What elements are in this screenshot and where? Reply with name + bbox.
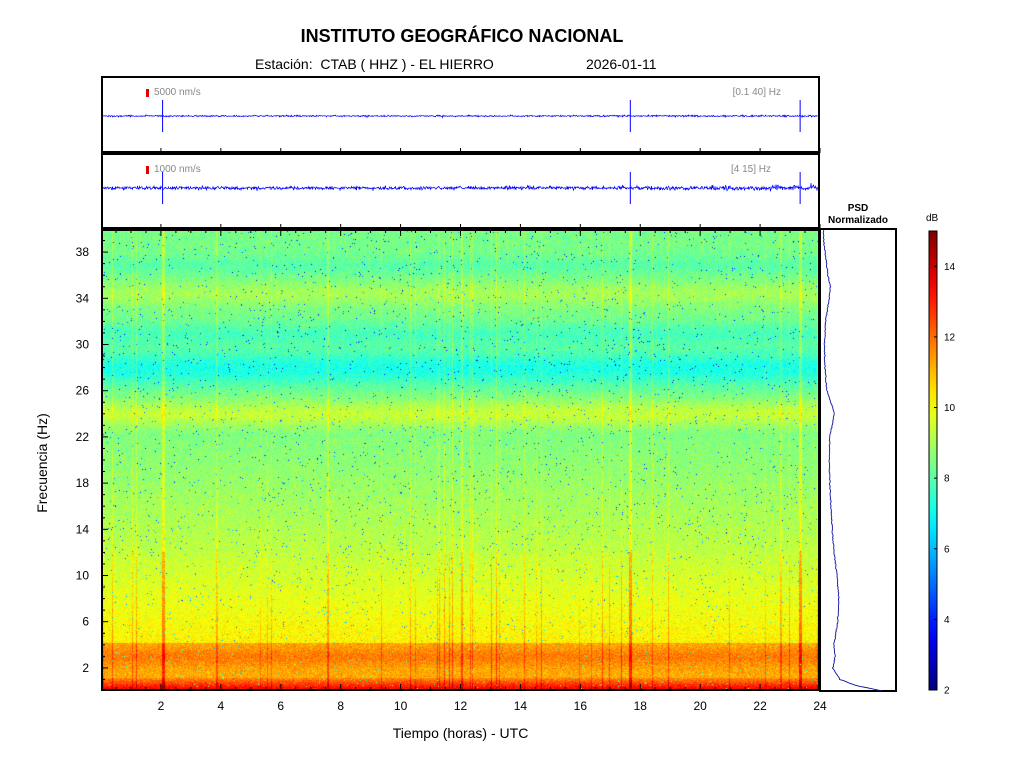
colorbar (928, 230, 938, 691)
y-tick-label: 10 (76, 569, 90, 583)
x-tick-label: 22 (753, 699, 767, 713)
filtered-waveform (103, 172, 818, 204)
x-tick-label: 16 (574, 699, 588, 713)
x-tick-label: 24 (813, 699, 827, 713)
x-tick-label: 6 (277, 699, 284, 713)
x-tick-label: 4 (217, 699, 224, 713)
y-tick-label: 30 (76, 338, 90, 352)
x-tick-label: 18 (634, 699, 648, 713)
broadband-trace-line (103, 114, 818, 119)
broadband-waveform (103, 100, 818, 132)
psd-title: PSD Normalizado (820, 203, 896, 227)
spectrogram-panel (101, 229, 820, 691)
filtered-trace-panel: 1000 nm/s [4 15] Hz (101, 153, 820, 229)
psd-panel-frame (819, 228, 897, 692)
page-title: INSTITUTO GEOGRÁFICO NACIONAL (300, 26, 624, 46)
y-tick-label: 6 (82, 615, 89, 629)
x-tick-label: 20 (693, 699, 707, 713)
psd-curve (822, 230, 883, 692)
filtered-trace-line (103, 182, 818, 192)
x-tick-label: 10 (394, 699, 408, 713)
x-tick-label: 12 (454, 699, 468, 713)
x-tick-label: 14 (514, 699, 528, 713)
y-tick-label: 18 (76, 476, 90, 490)
colorbar-unit-label: dB (926, 213, 939, 224)
y-axis-label: Frecuencia (Hz) (34, 413, 50, 513)
x-axis-label: Tiempo (horas) - UTC (392, 725, 529, 741)
y-tick-label: 22 (76, 430, 90, 444)
y-tick-label: 2 (82, 661, 89, 675)
colorbar-tick-label: 8 (944, 474, 950, 485)
trace-scale-label: 5000 nm/s (154, 87, 201, 98)
trace-band-label: [0.1 40] Hz (732, 87, 781, 98)
x-tick-label: 2 (158, 699, 165, 713)
colorbar-tick-label: 2 (944, 686, 950, 697)
colorbar-tick-label: 6 (944, 544, 950, 555)
x-tick-label: 8 (337, 699, 344, 713)
amplitude-scale-bar (146, 89, 149, 97)
y-tick-label: 38 (76, 245, 90, 259)
spectrogram-heatmap (103, 231, 818, 689)
psd-title-line2: Normalizado (827, 215, 888, 226)
y-tick-label: 26 (76, 384, 90, 398)
date-label: 2026-01-11 (586, 56, 657, 72)
psd-title-line1: PSD (847, 203, 869, 214)
y-tick-label: 34 (76, 291, 90, 305)
trace-band-label: [4 15] Hz (730, 164, 771, 175)
y-tick-label: 14 (76, 522, 90, 536)
trace-scale-label: 1000 nm/s (154, 164, 201, 175)
colorbar-tick-label: 10 (944, 403, 956, 414)
colorbar-tick-label: 14 (944, 262, 956, 273)
station-label: Estación: CTAB ( HHZ ) - EL HIERRO (255, 56, 494, 72)
colorbar-tick-label: 4 (944, 615, 950, 626)
colorbar-tick-label: 12 (944, 332, 956, 343)
amplitude-scale-bar (146, 166, 149, 174)
